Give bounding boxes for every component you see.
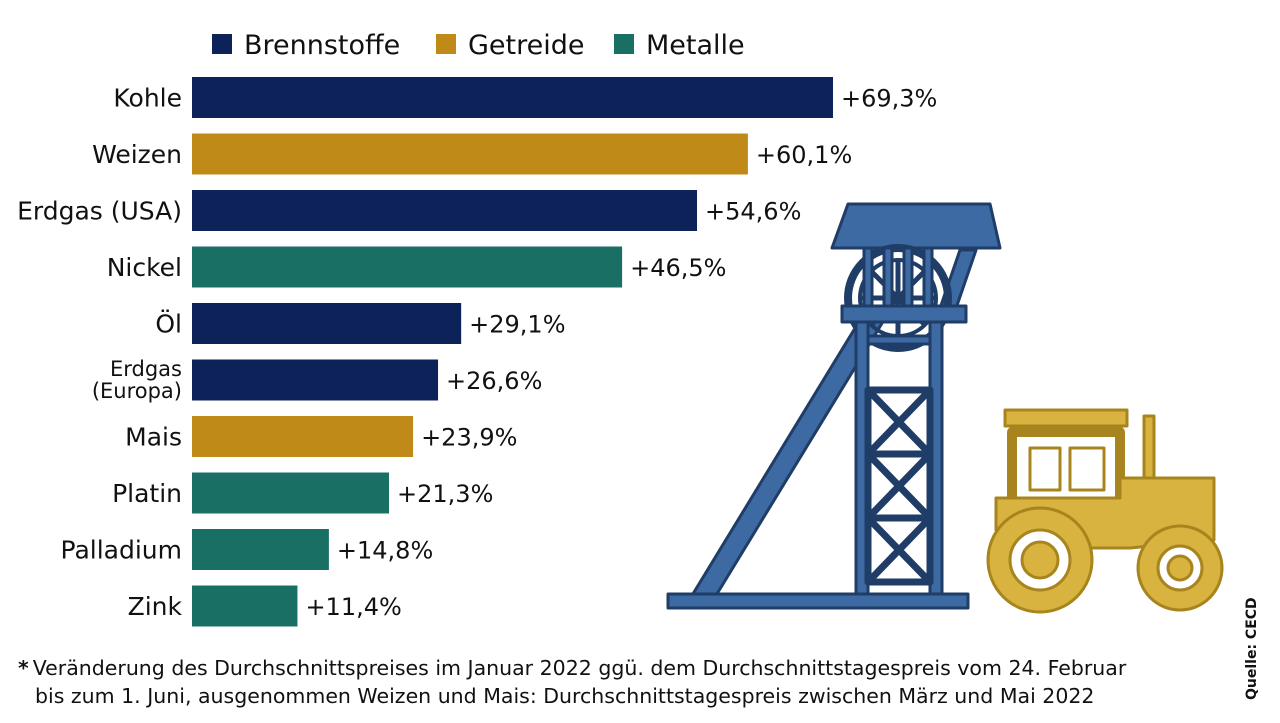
legend-label-metalle: Metalle bbox=[646, 30, 745, 61]
value-label-oel: +29,1% bbox=[469, 311, 565, 339]
value-label-erdgas-europa: +26,6% bbox=[446, 367, 542, 395]
bar-erdgas-europa bbox=[192, 359, 439, 401]
footnote-star: * bbox=[18, 656, 29, 680]
footnote: * Veränderung des Durchschnittspreises im… bbox=[18, 654, 1228, 710]
legend-label-brennstoffe: Brennstoffe bbox=[244, 30, 400, 61]
bar-kohle bbox=[192, 77, 833, 118]
bar-weizen bbox=[192, 133, 748, 175]
category-label-erdgas-europa: Erdgas (Europa) bbox=[92, 357, 182, 403]
mine-headframe-icon bbox=[666, 202, 1002, 610]
category-label-palladium: Palladium bbox=[61, 536, 183, 565]
category-label-platin: Platin bbox=[112, 479, 182, 508]
bar-erdgas-usa bbox=[192, 190, 698, 231]
value-label-kohle: +69,3% bbox=[841, 85, 937, 113]
legend: Brennstoffe Getreide Metalle bbox=[212, 30, 745, 61]
bar-nickel bbox=[192, 246, 623, 288]
category-label-zink: Zink bbox=[128, 592, 183, 621]
legend-swatch-metalle bbox=[614, 34, 634, 54]
bar-oel bbox=[192, 303, 462, 344]
bars-group: Kohle +69,3% Weizen +60,1% Erdgas (USA) +54,6… bbox=[17, 77, 937, 627]
value-label-platin: +21,3% bbox=[397, 480, 493, 508]
bar-platin bbox=[192, 472, 390, 514]
bar-mais bbox=[192, 416, 414, 457]
value-label-mais: +23,9% bbox=[421, 424, 517, 452]
category-label-weizen: Weizen bbox=[92, 140, 182, 169]
legend-swatch-brennstoffe bbox=[212, 34, 232, 54]
bar-zink bbox=[192, 585, 298, 627]
bar-chart: Brennstoffe Getreide Metalle Kohle +69,3%… bbox=[17, 30, 1224, 627]
value-label-palladium: +14,8% bbox=[337, 537, 433, 565]
category-label-mais: Mais bbox=[125, 423, 182, 452]
legend-item-metalle: Metalle bbox=[614, 30, 745, 61]
category-label-nickel: Nickel bbox=[107, 253, 182, 282]
value-label-erdgas-usa: +54,6% bbox=[705, 198, 801, 226]
bar-palladium bbox=[192, 529, 329, 570]
category-label-oel: Öl bbox=[155, 310, 182, 339]
legend-label-getreide: Getreide bbox=[468, 30, 585, 61]
value-label-weizen: +60,1% bbox=[756, 141, 852, 169]
tractor-icon bbox=[986, 408, 1224, 614]
legend-swatch-getreide bbox=[436, 34, 456, 54]
legend-item-brennstoffe: Brennstoffe bbox=[212, 30, 400, 61]
category-label-erdgas-usa: Erdgas (USA) bbox=[17, 197, 182, 226]
source-label: Quelle: CECD bbox=[1244, 597, 1260, 700]
value-label-zink: +11,4% bbox=[305, 593, 401, 621]
category-label-kohle: Kohle bbox=[113, 84, 182, 113]
footnote-text-1: Veränderung des Durchschnittspreises im … bbox=[32, 656, 1127, 680]
footnote-line-2: bis zum 1. Juni, ausgenommen Weizen und … bbox=[35, 684, 1095, 708]
footnote-line-1: * Veränderung des Durchschnittspreises im… bbox=[18, 654, 1228, 682]
value-label-nickel: +46,5% bbox=[630, 254, 726, 282]
legend-item-getreide: Getreide bbox=[436, 30, 585, 61]
